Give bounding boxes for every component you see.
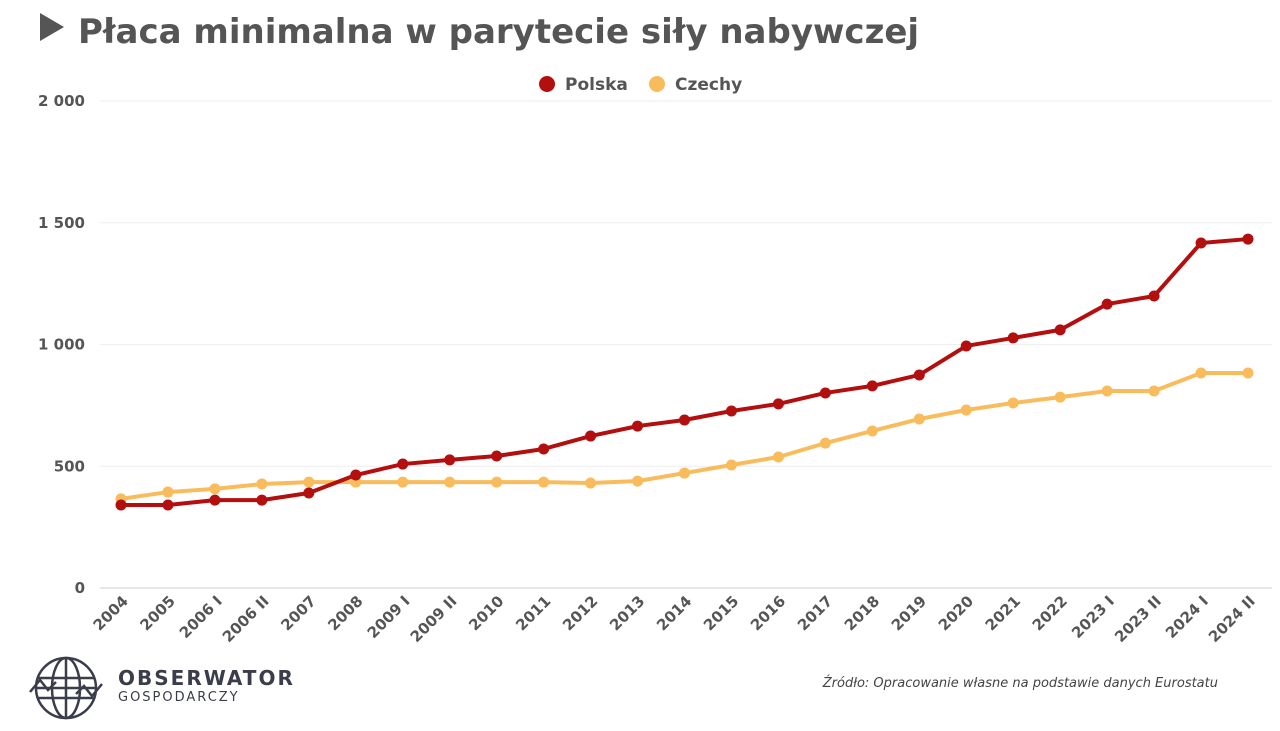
data-point-czechy <box>960 404 972 416</box>
x-tick-label: 2006 II <box>219 592 273 646</box>
data-point-czechy <box>632 475 644 487</box>
data-point-polska <box>397 458 409 470</box>
data-point-polska <box>585 430 597 442</box>
globe-logo-icon <box>29 656 103 720</box>
x-tick-label: 2018 <box>841 592 883 634</box>
x-tick-label: 2005 <box>137 592 179 634</box>
data-point-czechy <box>538 476 550 488</box>
y-tick-label: 0 <box>75 579 85 597</box>
play-triangle-icon <box>40 13 64 41</box>
y-tick-label: 2 000 <box>38 92 85 110</box>
data-point-czechy <box>162 486 174 498</box>
data-point-czechy <box>1195 367 1207 379</box>
data-point-czechy <box>585 477 597 489</box>
data-point-polska <box>1148 290 1160 302</box>
data-point-czechy <box>397 476 409 488</box>
data-point-polska <box>444 454 456 466</box>
data-point-polska <box>1007 332 1019 344</box>
data-point-czechy <box>444 476 456 488</box>
x-tick-label: 2006 I <box>176 592 226 642</box>
x-tick-label: 2014 <box>653 592 695 634</box>
data-point-polska <box>1242 233 1254 245</box>
x-tick-label: 2009 II <box>407 592 461 646</box>
series-line-polska <box>121 237 1249 507</box>
x-tick-label: 2022 <box>1029 592 1071 634</box>
data-point-polska <box>538 443 550 455</box>
data-point-polska <box>1054 324 1066 336</box>
data-point-czechy <box>1054 391 1066 403</box>
legend-label-czechy: Czechy <box>675 75 742 95</box>
data-point-polska <box>256 494 268 506</box>
data-point-polska <box>350 469 362 481</box>
data-point-czechy <box>725 459 737 471</box>
data-point-czechy <box>491 476 503 488</box>
x-tick-label: 2011 <box>512 592 554 634</box>
data-point-czechy <box>772 451 784 463</box>
data-point-czechy <box>303 476 315 488</box>
data-point-czechy <box>256 478 268 490</box>
data-point-polska <box>819 387 831 399</box>
x-tick-label: 2007 <box>277 592 319 634</box>
x-tick-label: 2019 <box>888 592 930 634</box>
logo-name: OBSERWATOR <box>118 666 295 690</box>
legend-marker-czechy <box>649 76 665 92</box>
x-tick-label: 2009 I <box>364 592 414 642</box>
data-point-czechy <box>1101 385 1113 397</box>
data-point-polska <box>303 487 315 499</box>
data-point-polska <box>1195 237 1207 249</box>
data-point-czechy <box>819 437 831 449</box>
data-point-polska <box>960 340 972 352</box>
x-tick-label: 2013 <box>606 592 648 634</box>
x-tick-label: 2016 <box>747 592 789 634</box>
data-point-polska <box>866 380 878 392</box>
legend-marker-polska <box>539 76 555 92</box>
x-tick-label: 2008 <box>324 592 366 634</box>
data-point-polska <box>725 405 737 417</box>
data-point-czechy <box>1242 367 1254 379</box>
data-point-polska <box>162 499 174 511</box>
data-point-polska <box>1101 298 1113 310</box>
logo-subtitle: GOSPODARCZY <box>118 690 240 705</box>
data-point-czechy <box>1007 397 1019 409</box>
x-tick-label: 2024 II <box>1205 592 1259 646</box>
data-point-czechy <box>679 467 690 479</box>
data-point-polska <box>209 494 221 506</box>
x-tick-label: 2021 <box>982 592 1024 634</box>
y-tick-label: 1 000 <box>38 336 85 354</box>
data-point-polska <box>491 450 503 462</box>
data-point-czechy <box>209 483 221 495</box>
x-tick-label: 2023 I <box>1068 592 1118 642</box>
series-line-czechy <box>120 370 1248 501</box>
data-point-polska <box>632 420 644 432</box>
data-point-czechy <box>866 425 878 437</box>
data-point-polska <box>772 398 784 410</box>
data-point-polska <box>115 499 127 511</box>
y-tick-label: 1 500 <box>38 214 85 232</box>
x-tick-label: 2017 <box>794 592 836 634</box>
data-point-czechy <box>913 413 925 425</box>
legend-label-polska: Polska <box>565 75 628 95</box>
x-tick-label: 2023 II <box>1111 592 1165 646</box>
x-tick-label: 2012 <box>559 592 601 634</box>
data-point-czechy <box>1148 385 1160 397</box>
x-tick-label: 2004 <box>90 592 132 634</box>
chart-title-row: Płaca minimalna w parytecie siły nabywcz… <box>40 12 919 52</box>
x-tick-label: 2010 <box>465 592 507 634</box>
x-tick-label: 2020 <box>935 592 977 634</box>
y-tick-label: 500 <box>54 457 85 475</box>
chart-title: Płaca minimalna w parytecie siły nabywcz… <box>78 12 920 52</box>
data-point-polska <box>679 414 690 426</box>
data-point-polska <box>913 369 925 381</box>
source-note: Źródło: Opracowanie własne na podstawie … <box>822 676 1218 691</box>
x-tick-label: 2024 I <box>1162 592 1212 642</box>
x-tick-label: 2015 <box>700 592 742 634</box>
